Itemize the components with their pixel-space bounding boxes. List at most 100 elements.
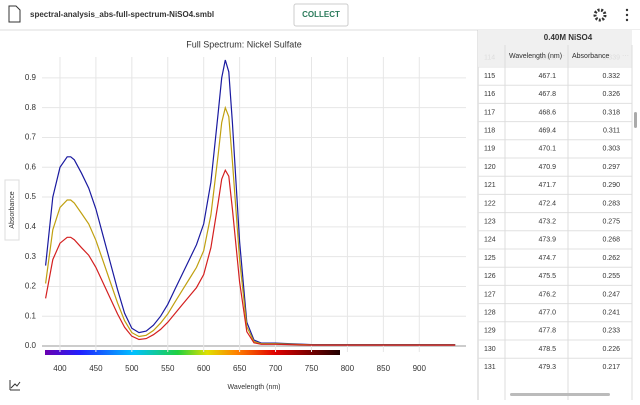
y-tick-label: 0.7 <box>25 133 37 142</box>
x-tick-label: 750 <box>305 364 319 373</box>
y-tick-label: 0.9 <box>25 73 37 82</box>
x-tick-label: 600 <box>197 364 211 373</box>
x-axis-label: Wavelength (nm) <box>227 384 280 391</box>
row-index: 116 <box>484 91 495 98</box>
table-cell: 477.0 <box>538 310 556 317</box>
table-cell: 476.2 <box>538 291 556 298</box>
table-cell: 0.241 <box>602 310 620 317</box>
table-cell: 473.2 <box>538 219 556 226</box>
table-cell: 0.311 <box>603 128 620 135</box>
table-cell: 0.233 <box>602 328 620 335</box>
row-index: 115 <box>484 73 495 80</box>
y-tick-label: 0.6 <box>25 162 37 171</box>
y-tick-label: 0.4 <box>25 222 37 231</box>
y-tick-label: 0.2 <box>25 282 37 291</box>
table-cell: 0.283 <box>602 200 620 207</box>
table-cell: 479.3 <box>538 364 556 371</box>
h-scrollbar[interactable] <box>510 393 610 396</box>
y-tick-label: 0.5 <box>25 192 37 201</box>
spectrum-line <box>45 168 456 346</box>
table-cell: 0.247 <box>602 291 620 298</box>
table-title-bg <box>478 30 632 45</box>
table-cell: 0.303 <box>602 146 620 153</box>
x-tick-label: 800 <box>341 364 355 373</box>
table-cell: 474.7 <box>538 255 556 262</box>
table-cell: 0.318 <box>602 109 620 116</box>
row-index: 117 <box>484 109 495 116</box>
table-cell: 471.7 <box>538 182 556 189</box>
x-tick-label: 650 <box>233 364 247 373</box>
table: 0.40M NiSO4Wavelength (nm)⋯Absorbance⋯11… <box>478 30 637 400</box>
y-tick-label: 0.1 <box>25 311 37 320</box>
column-header: Absorbance <box>572 53 609 60</box>
row-index: 127 <box>484 291 496 298</box>
x-tick-label: 450 <box>89 364 103 373</box>
x-tick-label: 400 <box>53 364 67 373</box>
filename: spectral-analysis_abs-full-spectrum-NiSO… <box>30 10 214 19</box>
plot: 0.0 0.1 0.2 0.3 0.4 0.5 0.6 0.7 0.8 0.9 400 450 500 5… <box>25 57 466 373</box>
row-index: 131 <box>484 364 496 371</box>
collect-button[interactable] <box>293 3 349 27</box>
y-tick-label: 0.3 <box>25 252 37 261</box>
x-tick-label: 550 <box>161 364 175 373</box>
scrollbar[interactable] <box>634 112 637 128</box>
row-index: 122 <box>484 200 496 207</box>
table-cell: 0.226 <box>602 346 620 353</box>
table-cell: 0.332 <box>602 73 620 80</box>
y-label-box[interactable] <box>4 179 20 241</box>
table-cell: 470.1 <box>538 146 556 153</box>
y-tick-label: 0.0 <box>25 341 37 350</box>
table-cell: 475.5 <box>538 273 556 280</box>
table-title: 0.40M NiSO4 <box>544 33 593 42</box>
table-cell: 473.9 <box>538 237 556 244</box>
column-header: Wavelength (nm) <box>509 53 562 60</box>
file-icon[interactable] <box>8 5 21 23</box>
menu-dot[interactable] <box>625 13 629 17</box>
row-index: 119 <box>484 146 495 153</box>
table-cell: 0.255 <box>602 273 620 280</box>
table-cell: 0.297 <box>602 164 620 171</box>
chart-title: Full Spectrum: Nickel Sulfate <box>186 39 302 49</box>
row-index: 128 <box>484 310 496 317</box>
table-cell: 470.9 <box>538 164 556 171</box>
spectrum-bar <box>45 350 340 355</box>
row-index: 123 <box>484 219 496 226</box>
table-cell: 477.8 <box>538 328 556 335</box>
table-cell: 467.8 <box>538 91 556 98</box>
y-axis-label: Absorbance <box>9 191 16 228</box>
row-index: 124 <box>484 237 496 244</box>
table-cell: 0.268 <box>602 237 620 244</box>
row-index: 125 <box>484 255 496 262</box>
row-index: 121 <box>484 182 496 189</box>
table-cell: 469.4 <box>538 128 556 135</box>
settings-icon[interactable] <box>593 8 607 22</box>
menu-dot[interactable] <box>625 8 629 12</box>
spectrum-line <box>45 105 456 346</box>
row-index: 118 <box>484 128 495 135</box>
table-cell: 0.326 <box>602 91 620 98</box>
x-tick-label: 850 <box>377 364 391 373</box>
table-cell: 472.4 <box>538 200 556 207</box>
row-index: 130 <box>484 346 496 353</box>
table-cell: 467.1 <box>538 73 556 80</box>
graph-icon[interactable] <box>9 380 21 391</box>
row-index: 129 <box>484 328 496 335</box>
y-tick-label: 0.8 <box>25 103 37 112</box>
table-cell: 468.6 <box>538 109 556 116</box>
table-header-cover <box>478 45 632 67</box>
table-cell: 0.275 <box>602 219 620 226</box>
collect-label[interactable]: COLLECT <box>302 10 340 19</box>
menu-dot[interactable] <box>625 18 629 22</box>
x-tick-label: 500 <box>125 364 139 373</box>
table-cell: 478.5 <box>538 346 556 353</box>
row-index: 120 <box>484 164 496 171</box>
x-tick-label: 900 <box>413 364 427 373</box>
table-cell: 0.290 <box>602 182 620 189</box>
table-cell: 0.217 <box>602 364 620 371</box>
x-tick-label: 700 <box>269 364 283 373</box>
row-index: 126 <box>484 273 496 280</box>
spectrum-line <box>45 59 456 346</box>
table-cell: 0.262 <box>602 255 620 262</box>
